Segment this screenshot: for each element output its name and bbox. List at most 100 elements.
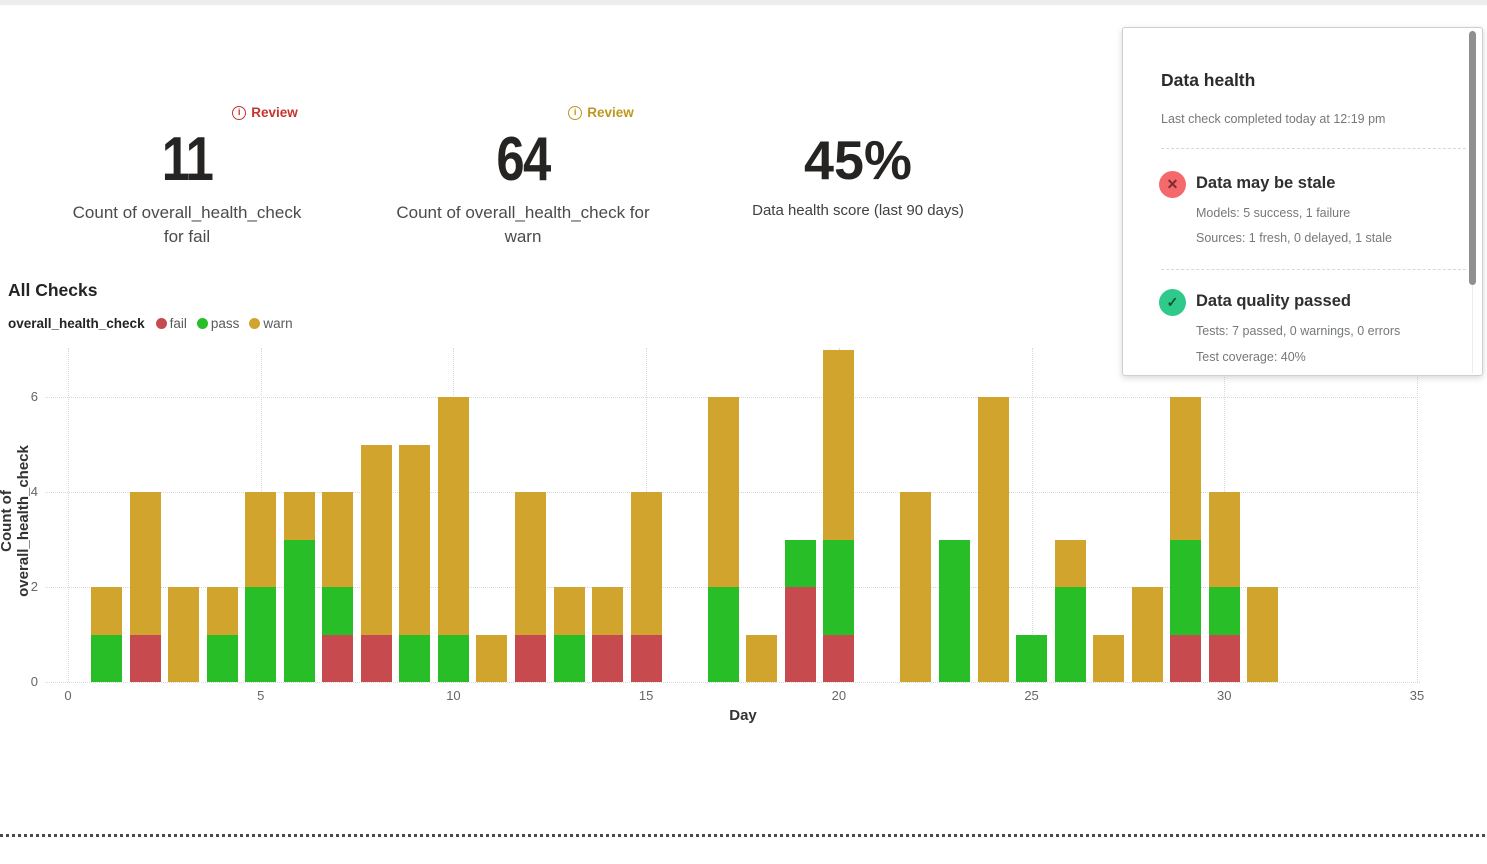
- chart-legend: overall_health_check fail pass warn: [8, 316, 303, 331]
- x-tick-label: 25: [1024, 688, 1039, 703]
- bar-day19-pass[interactable]: [784, 539, 816, 587]
- legend-item-pass[interactable]: pass: [196, 316, 240, 331]
- review-badge-label: Review: [251, 105, 298, 120]
- x-gridline: [1031, 348, 1033, 682]
- check-glyph: ✓: [1166, 294, 1179, 310]
- y-gridline: [45, 682, 1420, 683]
- bar-day6-warn[interactable]: [283, 492, 315, 540]
- kpi-value-fail: 11: [161, 125, 214, 194]
- bar-day22-warn[interactable]: [900, 492, 932, 682]
- bar-day12-warn[interactable]: [515, 492, 546, 635]
- bar-day18-warn[interactable]: [746, 634, 778, 682]
- info-icon: i: [232, 106, 247, 120]
- bar-day23-pass[interactable]: [938, 539, 970, 682]
- legend-series-title: overall_health_check: [8, 316, 145, 331]
- bar-day7-fail[interactable]: [322, 634, 354, 682]
- x-tick-label: 20: [831, 688, 847, 703]
- bar-day8-fail[interactable]: [360, 634, 392, 682]
- bar-day15-fail[interactable]: [630, 634, 662, 682]
- bar-day20-warn[interactable]: [823, 349, 855, 540]
- bar-day26-warn[interactable]: [1054, 539, 1086, 587]
- review-badge[interactable]: i Review: [568, 102, 634, 124]
- bar-day7-pass[interactable]: [322, 587, 354, 635]
- legend-label-fail: fail: [169, 316, 187, 331]
- y-tick-label: 6: [30, 389, 38, 404]
- bar-day20-fail[interactable]: [823, 634, 855, 682]
- bar-day29-fail[interactable]: [1170, 634, 1202, 682]
- bar-day25-pass[interactable]: [1016, 634, 1048, 682]
- kpi-label-fail: Count of overall_health_check for fail: [72, 203, 302, 246]
- bar-day3-warn[interactable]: [168, 587, 200, 682]
- bar-day15-warn[interactable]: [630, 492, 662, 635]
- bar-day1-pass[interactable]: [91, 634, 123, 682]
- bar-day9-warn[interactable]: [399, 444, 431, 635]
- bar-day12-fail[interactable]: [515, 634, 546, 682]
- bar-day14-fail[interactable]: [592, 634, 624, 682]
- legend-label-warn: warn: [263, 316, 293, 331]
- badge-row: i Review: [12, 100, 362, 122]
- bar-day27-warn[interactable]: [1093, 634, 1125, 682]
- bar-day30-pass[interactable]: [1208, 587, 1240, 635]
- bar-day19-fail[interactable]: [784, 587, 816, 682]
- kpi-label-warn: Count of overall_health_check for warn: [396, 203, 650, 246]
- bar-day29-pass[interactable]: [1170, 539, 1202, 635]
- section-title-all-checks: All Checks: [8, 280, 98, 300]
- panel-item-line: Tests: 7 passed, 0 warnings, 0 errors: [1196, 324, 1401, 338]
- bar-day13-pass[interactable]: [553, 634, 585, 682]
- x-gridline: [1417, 348, 1418, 682]
- review-badge[interactable]: i Review: [232, 102, 298, 124]
- y-tick-label: 4: [30, 484, 38, 499]
- x-tick-label: 0: [64, 688, 72, 703]
- y-axis-title: Count of overall_health_check: [0, 445, 32, 597]
- bar-day2-fail[interactable]: [129, 634, 161, 682]
- bar-day20-pass[interactable]: [823, 539, 855, 635]
- info-icon: i: [568, 106, 583, 120]
- panel-scrollbar-thumb[interactable]: [1469, 31, 1476, 285]
- review-badge-label: Review: [587, 105, 634, 120]
- bar-day4-pass[interactable]: [206, 634, 238, 682]
- bar-day5-pass[interactable]: [245, 587, 277, 682]
- x-tick-label: 15: [638, 688, 654, 703]
- x-tick-label: 30: [1217, 688, 1232, 703]
- bar-day29-warn[interactable]: [1170, 397, 1202, 540]
- kpi-card-fail[interactable]: i Review 11 Count of overall_health_chec…: [12, 100, 362, 249]
- bar-day5-warn[interactable]: [245, 492, 277, 587]
- bar-day13-warn[interactable]: [553, 587, 585, 635]
- bar-day2-warn[interactable]: [129, 492, 161, 635]
- panel-title: Data health: [1161, 70, 1256, 90]
- bar-day26-pass[interactable]: [1054, 587, 1086, 682]
- kpi-value-health-score: 45%: [804, 129, 912, 191]
- page-break-divider: [0, 834, 1487, 837]
- warn-dot-icon: [249, 318, 261, 329]
- bar-day31-warn[interactable]: [1247, 587, 1279, 682]
- bar-day30-fail[interactable]: [1208, 634, 1240, 682]
- bar-day8-warn[interactable]: [360, 444, 392, 635]
- fail-dot-icon: [155, 318, 167, 329]
- bar-day7-warn[interactable]: [322, 492, 354, 587]
- bar-day14-warn[interactable]: [592, 587, 624, 635]
- legend-item-warn[interactable]: warn: [249, 316, 293, 331]
- bar-day10-pass[interactable]: [437, 634, 469, 682]
- panel-item-title-quality: Data quality passed: [1196, 292, 1351, 310]
- bar-day17-pass[interactable]: [707, 587, 739, 682]
- bar-day4-warn[interactable]: [206, 587, 238, 635]
- legend-label-pass: pass: [210, 316, 240, 331]
- bar-day24-warn[interactable]: [977, 397, 1009, 682]
- bar-day30-warn[interactable]: [1208, 492, 1240, 587]
- panel-last-check: Last check completed today at 12:19 pm: [1161, 112, 1386, 126]
- bar-day11-warn[interactable]: [476, 634, 508, 682]
- bar-day10-warn[interactable]: [437, 397, 469, 635]
- panel-divider: [1161, 269, 1466, 270]
- bar-day9-pass[interactable]: [399, 634, 431, 682]
- bar-day17-warn[interactable]: [707, 397, 739, 587]
- bar-day6-pass[interactable]: [283, 539, 315, 682]
- panel-item-line: Models: 5 success, 1 failure: [1196, 206, 1351, 220]
- pass-dot-icon: [196, 318, 208, 329]
- kpi-card-health-score[interactable]: 45% Data health score (last 90 days): [683, 100, 1033, 223]
- kpi-card-warn[interactable]: i Review 64 Count of overall_health_chec…: [348, 100, 698, 249]
- legend-item-fail[interactable]: fail: [155, 316, 187, 331]
- bar-day28-warn[interactable]: [1131, 587, 1163, 682]
- bar-day1-warn[interactable]: [91, 587, 123, 635]
- x-gridline: [68, 348, 69, 682]
